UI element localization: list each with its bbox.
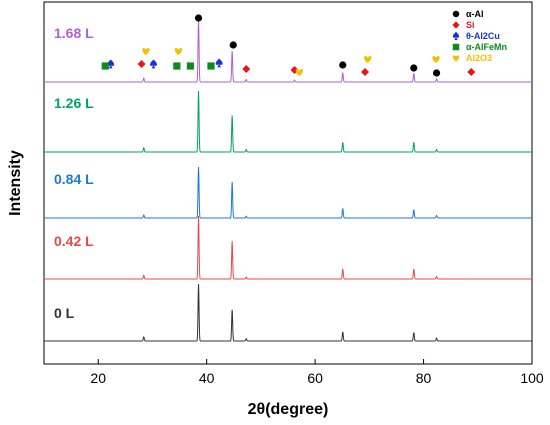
- spade-marker: [215, 58, 223, 68]
- diamond-marker: [242, 65, 251, 73]
- series-label: 0 L: [54, 305, 75, 321]
- x-axis: 20 40 60 80 100: [90, 359, 544, 386]
- legend-circle-icon: [452, 10, 460, 18]
- x-tick-label: 100: [520, 370, 544, 386]
- circle-marker: [339, 61, 347, 69]
- x-tick-label: 40: [199, 370, 215, 386]
- spade-marker: [150, 59, 157, 69]
- y-axis-label: Intensity: [7, 150, 24, 216]
- legend-label: α-Al: [466, 9, 484, 19]
- square-marker: [186, 62, 194, 70]
- phase-markers: [101, 14, 476, 77]
- series-line: [44, 283, 532, 342]
- x-tick-label: 80: [416, 370, 432, 386]
- series-label: 1.68 L: [54, 25, 94, 41]
- x-tick-label: 60: [307, 370, 323, 386]
- heart-marker: [364, 55, 372, 63]
- series-label: 0.84 L: [54, 171, 94, 187]
- series-label: 0.42 L: [54, 233, 94, 249]
- circle-marker: [432, 69, 441, 77]
- legend-label: α-AlFeMn: [466, 42, 507, 52]
- circle-marker: [229, 41, 237, 49]
- legend-square-icon: [452, 43, 460, 51]
- series-label: 1.26 L: [54, 95, 94, 111]
- series-line: [44, 90, 532, 153]
- square-marker: [207, 62, 215, 70]
- legend-label: Si: [466, 20, 475, 30]
- diamond-marker: [467, 68, 476, 76]
- plot-frame: [43, 1, 533, 365]
- legend-heart-icon: [452, 55, 460, 62]
- x-tick-label: 20: [90, 370, 106, 386]
- circle-marker: [410, 64, 418, 72]
- series-group: 1.68 L 1.26 L 0.84 L 0.42 L 0 L: [44, 19, 532, 342]
- square-marker: [173, 62, 181, 70]
- spade-marker: [107, 59, 115, 69]
- diamond-marker: [360, 68, 369, 76]
- heart-marker: [295, 68, 304, 76]
- legend-label: Al2O3: [466, 53, 492, 63]
- legend-label: θ-Al2Cu: [466, 31, 500, 41]
- legend-spade-icon: [452, 32, 460, 40]
- circle-marker: [194, 14, 203, 22]
- diamond-marker: [137, 60, 146, 68]
- series-line: [44, 19, 532, 83]
- series-line: [44, 166, 532, 219]
- heart-marker: [142, 47, 150, 55]
- legend-diamond-icon: [452, 21, 460, 29]
- heart-marker: [174, 47, 183, 55]
- x-axis-label: 2θ(degree): [248, 401, 329, 418]
- heart-marker: [432, 55, 440, 63]
- square-marker: [101, 62, 109, 70]
- series-line: [44, 215, 532, 280]
